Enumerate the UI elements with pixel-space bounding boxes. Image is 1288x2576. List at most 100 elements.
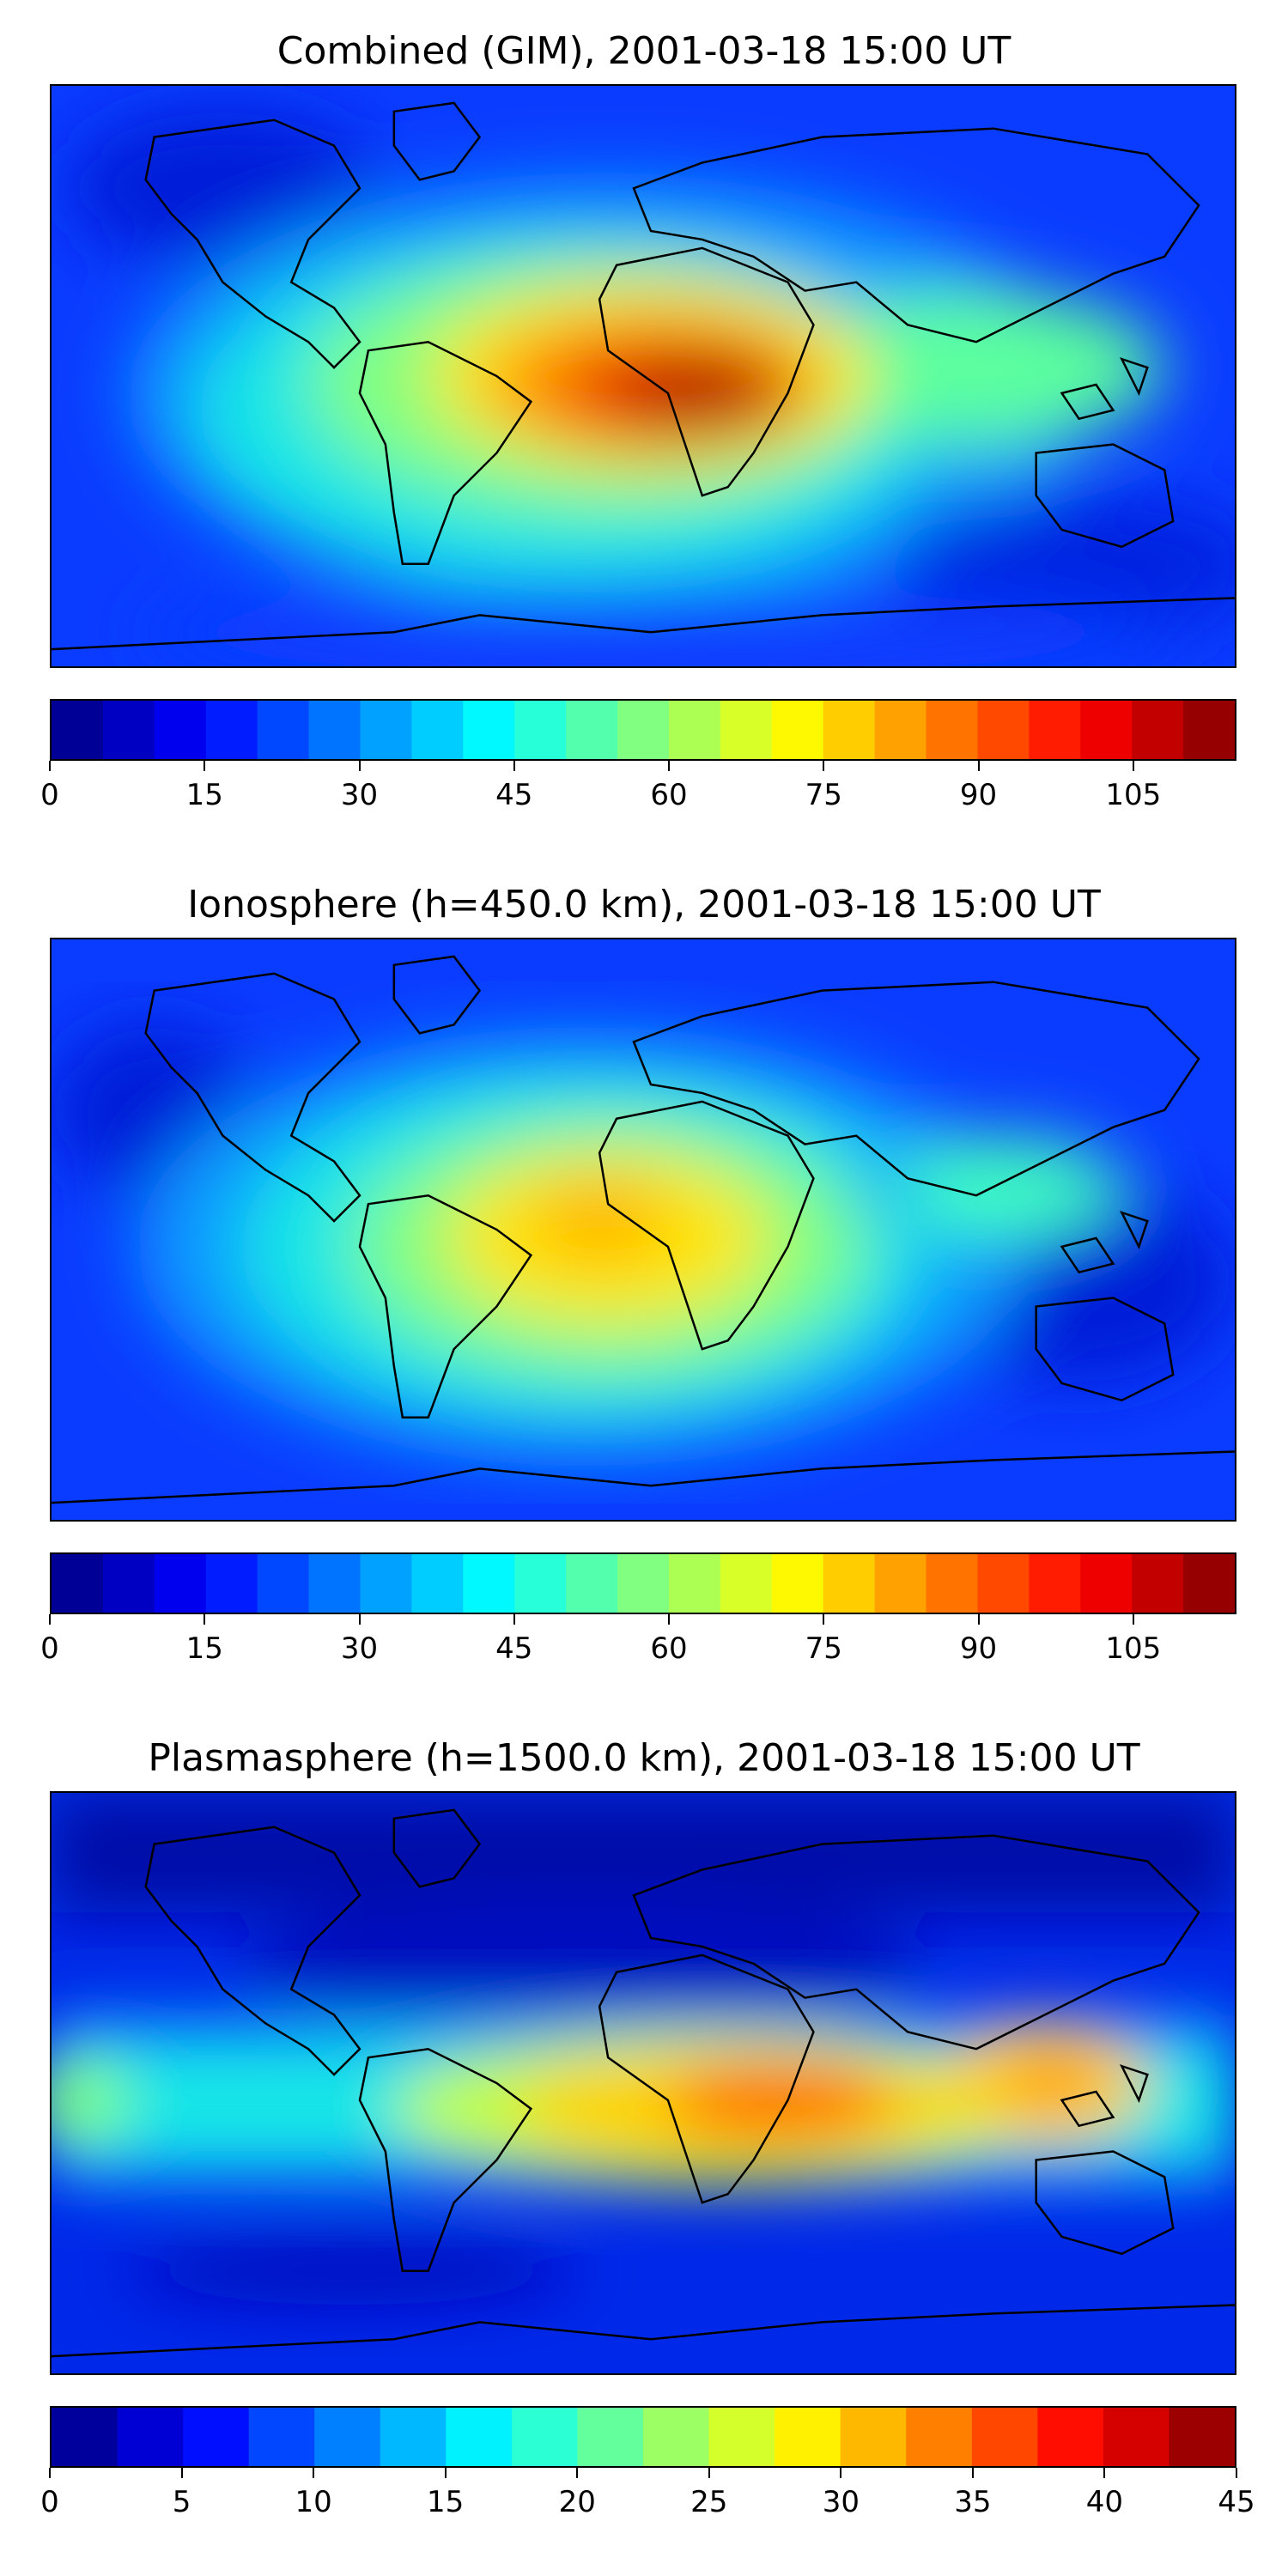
colorbar-tick xyxy=(1103,2468,1106,2478)
colorbar-tick-label: 105 xyxy=(1105,1631,1162,1666)
colorbar-tick xyxy=(977,1614,980,1625)
colorbar-tick xyxy=(1132,761,1134,771)
colorbar-tick xyxy=(971,2468,974,2478)
colorbar-tick-label: 105 xyxy=(1105,778,1162,812)
colorbar-segment xyxy=(1029,1554,1081,1613)
colorbar-tick-label: 15 xyxy=(185,1631,223,1666)
colorbar-segment xyxy=(411,701,464,759)
colorbar-tick-label: 0 xyxy=(40,1631,59,1666)
colorbar-segment xyxy=(154,701,207,759)
colorbar-segment xyxy=(708,2408,775,2466)
colorbar-segment xyxy=(257,701,310,759)
colorbar-segment xyxy=(1183,701,1235,759)
colorbar-segment xyxy=(566,701,618,759)
colorbar-segment xyxy=(511,2408,579,2466)
colorbar-segment xyxy=(154,1554,207,1613)
colorbar-tick xyxy=(823,761,825,771)
colorbar-segment xyxy=(446,2408,513,2466)
colorbar-tick xyxy=(49,1614,51,1625)
colorbar-tick-label: 75 xyxy=(805,778,842,812)
colorbar xyxy=(50,2406,1236,2468)
colorbar-tick-label: 5 xyxy=(172,2485,191,2519)
colorbar-segment xyxy=(1080,701,1133,759)
colorbar-tick xyxy=(180,2468,183,2478)
colorbar-segment xyxy=(823,1554,876,1613)
colorbar-segment xyxy=(840,2408,907,2466)
colorbar-segment xyxy=(926,701,979,759)
colorbar-tick xyxy=(977,761,980,771)
colorbar-segment xyxy=(720,701,773,759)
colorbar-tick xyxy=(1236,2468,1237,2478)
colorbar-ticks: 0 15 30 45 60 75 90 105 xyxy=(40,761,1236,821)
colorbar-segment xyxy=(566,1554,618,1613)
colorbar-segment xyxy=(514,1554,567,1613)
colorbar-tick-label: 45 xyxy=(1218,2485,1255,2519)
colorbar-tick xyxy=(513,1614,515,1625)
colorbar-tick xyxy=(668,1614,671,1625)
colorbar-tick-label: 35 xyxy=(954,2485,992,2519)
colorbar-tick-label: 30 xyxy=(340,1631,379,1666)
colorbar-segment xyxy=(360,701,412,759)
colorbar-segment xyxy=(102,1554,155,1613)
colorbar-segment xyxy=(823,701,876,759)
colorbar-segment xyxy=(771,701,824,759)
colorbar-segment xyxy=(117,2408,184,2466)
colorbar-segment xyxy=(874,701,927,759)
colorbar-segment xyxy=(906,2408,973,2466)
colorbar-segment xyxy=(380,2408,447,2466)
colorbar-segment xyxy=(308,701,361,759)
colorbar-tick xyxy=(358,761,361,771)
colorbar-segment xyxy=(183,2408,250,2466)
panel-title: Combined (GIM), 2001-03-18 15:00 UT xyxy=(276,29,1012,73)
colorbar-tick xyxy=(204,1614,206,1625)
colorbar-segment xyxy=(308,1554,361,1613)
colorbar-segment xyxy=(874,1554,927,1613)
colorbar-segment xyxy=(52,701,104,759)
colorbar-segment xyxy=(926,1554,979,1613)
colorbar-tick-label: 45 xyxy=(495,778,533,812)
colorbar-segment xyxy=(977,701,1030,759)
colorbar-segment xyxy=(52,1554,104,1613)
colorbar-segment xyxy=(971,2408,1038,2466)
colorbar-segment xyxy=(248,2408,315,2466)
colorbar-tick-label: 75 xyxy=(805,1631,842,1666)
colorbar-segment xyxy=(668,701,721,759)
colorbar-tick-label: 30 xyxy=(822,2485,860,2519)
colorbar-tick xyxy=(444,2468,447,2478)
colorbar-segment xyxy=(1169,2408,1235,2466)
colorbar-tick-label: 20 xyxy=(558,2485,596,2519)
map-combined xyxy=(50,84,1236,668)
colorbar-segment xyxy=(775,2408,841,2466)
colorbar-segment xyxy=(463,1554,515,1613)
colorbar-tick-label: 90 xyxy=(959,778,998,812)
colorbar-segment xyxy=(514,701,567,759)
map-ionosphere xyxy=(50,938,1236,1522)
colorbar-tick-label: 90 xyxy=(959,1631,998,1666)
colorbar-tick xyxy=(49,2468,51,2478)
colorbar-segment xyxy=(1037,2408,1104,2466)
colorbar-tick-label: 30 xyxy=(340,778,379,812)
colorbar-segment xyxy=(1080,1554,1133,1613)
colorbar-segment xyxy=(668,1554,721,1613)
colorbar-tick xyxy=(204,761,206,771)
colorbar-tick xyxy=(1132,1614,1134,1625)
colorbar-segment xyxy=(1183,1554,1235,1613)
colorbar-segment xyxy=(1132,1554,1184,1613)
panel-title: Ionosphere (h=450.0 km), 2001-03-18 15:0… xyxy=(187,883,1101,927)
colorbar-segment xyxy=(643,2408,710,2466)
colorbar-tick-label: 60 xyxy=(650,778,688,812)
colorbar-segment xyxy=(977,1554,1030,1613)
colorbar-segment xyxy=(314,2408,381,2466)
colorbar-tick-label: 0 xyxy=(40,2485,59,2519)
colorbar-segment xyxy=(463,701,515,759)
colorbar xyxy=(50,699,1236,761)
colorbar-segment xyxy=(1029,701,1081,759)
colorbar-segment xyxy=(52,2408,118,2466)
colorbar-segment xyxy=(617,1554,670,1613)
colorbar-tick xyxy=(840,2468,842,2478)
colorbar-ticks: 0 15 30 45 60 75 90 105 xyxy=(40,1614,1236,1674)
colorbar-tick-label: 0 xyxy=(40,778,59,812)
colorbar-segment xyxy=(720,1554,773,1613)
colorbar-segment xyxy=(411,1554,464,1613)
colorbar-segment xyxy=(257,1554,310,1613)
